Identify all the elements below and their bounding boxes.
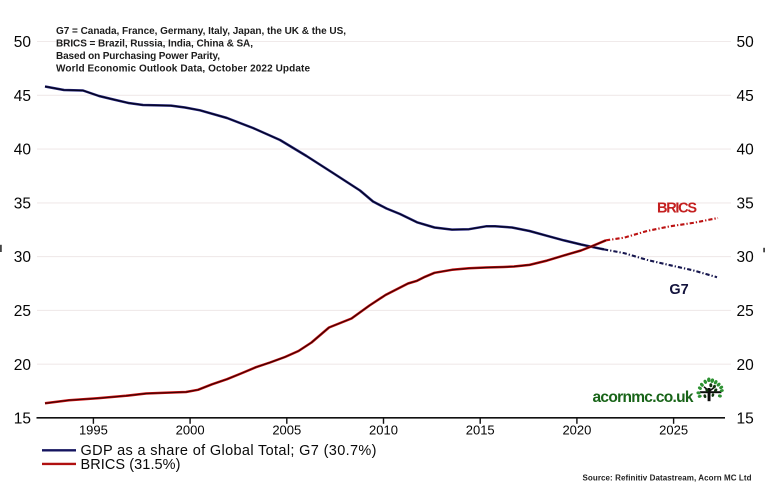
svg-text:Based on Purchasing Power Pari: Based on Purchasing Power Parity,	[56, 51, 220, 62]
svg-text:2015: 2015	[466, 422, 495, 437]
svg-text:2010: 2010	[369, 422, 398, 437]
svg-text:20: 20	[14, 357, 32, 374]
svg-text:35: 35	[14, 196, 31, 213]
svg-text:40: 40	[737, 142, 755, 159]
svg-text:World Economic Outlook Data, O: World Economic Outlook Data, October 202…	[56, 63, 310, 74]
svg-text:1995: 1995	[79, 422, 108, 437]
svg-text:50: 50	[737, 34, 755, 51]
svg-text:15: 15	[737, 410, 754, 427]
svg-text:GDP as a share of Global Total: GDP as a share of Global Total; G7 (30.7…	[81, 443, 377, 459]
svg-text:30: 30	[14, 249, 32, 266]
svg-text:15: 15	[14, 410, 31, 427]
svg-text:2005: 2005	[272, 422, 301, 437]
svg-text:BRICS = Brazil, Russia, India,: BRICS = Brazil, Russia, India, China & S…	[56, 39, 253, 50]
svg-text:40: 40	[14, 142, 32, 159]
svg-text:BRICS: BRICS	[657, 201, 697, 217]
svg-text:30: 30	[737, 249, 755, 266]
svg-text:2000: 2000	[176, 422, 205, 437]
svg-text:20: 20	[737, 357, 755, 374]
svg-text:45: 45	[14, 88, 31, 105]
svg-text:35: 35	[737, 196, 754, 213]
svg-text:G7 = Canada, France, Germany,: G7 = Canada, France, Germany, Italy, Jap…	[56, 26, 346, 37]
svg-text:BRICS (31.5%): BRICS (31.5%)	[81, 457, 181, 473]
svg-text:45: 45	[737, 88, 754, 105]
svg-text:25: 25	[14, 303, 31, 320]
svg-text:2020: 2020	[562, 422, 591, 437]
svg-text:50: 50	[14, 34, 32, 51]
svg-text:25: 25	[737, 303, 754, 320]
svg-text:G7: G7	[669, 282, 688, 298]
svg-text:Source: Refinitiv Datastream,: Source: Refinitiv Datastream, Acorn MC L…	[583, 473, 752, 482]
svg-text:2025: 2025	[659, 422, 688, 437]
svg-text:acornmc.co.uk: acornmc.co.uk	[593, 389, 694, 406]
